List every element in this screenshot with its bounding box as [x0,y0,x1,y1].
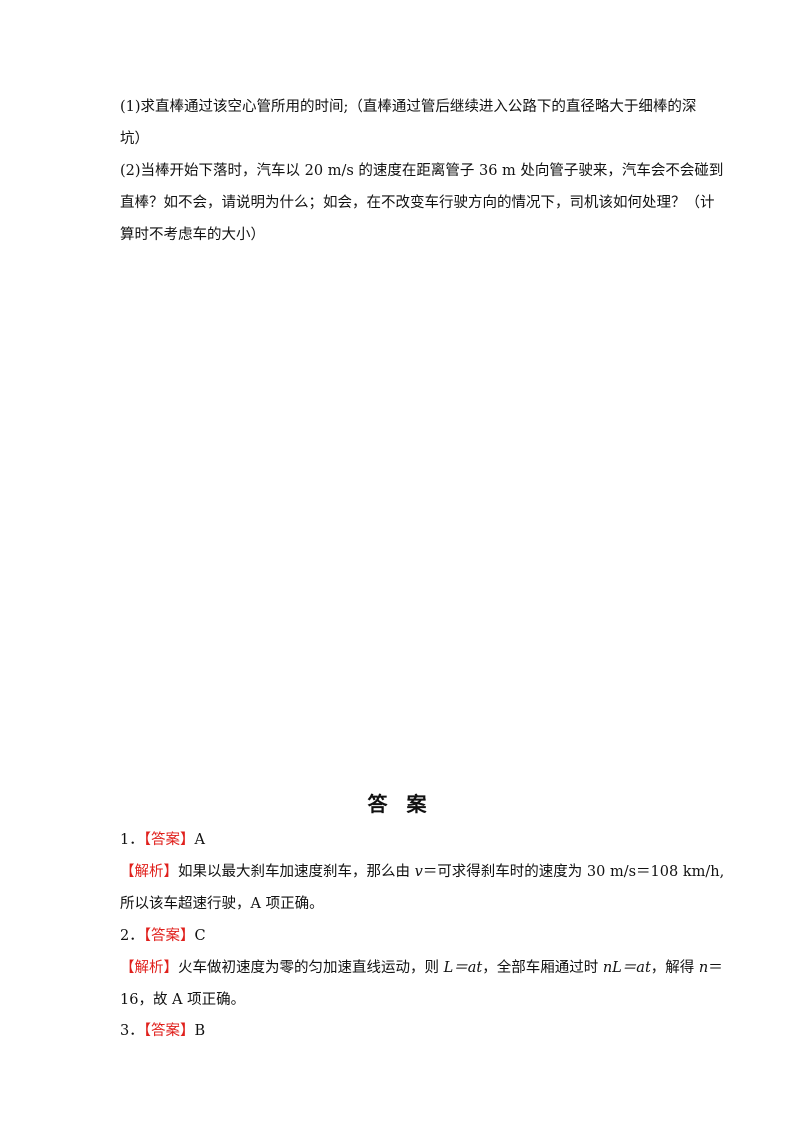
question-line: 坑） [120,131,149,147]
analysis-tag: 【解析】 [120,864,178,880]
analysis-text: ，解得 [650,960,699,976]
math-var: v [414,864,423,880]
answer-number: 1． [120,832,144,848]
analysis-1: 【解析】如果以最大刹车加速度刹车，那么由 v＝可求得刹车时的速度为 30 m/s… [120,862,724,882]
answer-tag: 【答案】 [143,928,195,944]
math-eq: nL＝at [602,960,651,976]
math-var: n [698,960,709,976]
answer-value: B [194,1023,206,1039]
analysis-tag: 【解析】 [120,960,178,976]
answer-tag: 【答案】 [143,832,195,848]
analysis-1-cont: 所以该车超速行驶，A 项正确。 [120,896,324,912]
analysis-text: 火车做初速度为零的匀加速直线运动，则 [178,960,444,976]
question-line: 直棒？如不会，请说明为什么；如会，在不改变车行驶方向的情况下，司机该如何处理？（… [120,195,715,211]
answer-tag: 【答案】 [143,1023,195,1039]
analysis-2-cont: 16，故 A 项正确。 [120,992,246,1008]
question-line: (1)求直棒通过该空心管所用的时间;（直棒通过管后继续进入公路下的直径略大于细棒… [120,99,697,115]
math-eq: L＝at [443,960,483,976]
answer-number: 2． [120,928,144,944]
answers-title: 答 案 [367,792,433,816]
analysis-2: 【解析】火车做初速度为零的匀加速直线运动，则 L＝at，全部车厢通过时 nL＝a… [120,958,723,978]
analysis-text: ＝可求得刹车时的速度为 30 m/s＝108 km/h, [422,864,725,880]
answer-2: 2．【答案】C [120,926,206,946]
analysis-text: ＝ [708,960,723,976]
answer-value: C [194,928,206,944]
answer-value: A [194,832,205,848]
answer-3: 3．【答案】B [120,1021,205,1041]
question-line: (2)当棒开始下落时，汽车以 20 m/s 的速度在距离管子 36 m 处向管子… [120,163,724,179]
answer-1: 1．【答案】A [120,830,205,850]
analysis-text: 如果以最大刹车加速度刹车，那么由 [178,864,415,880]
question-line: 算时不考虑车的大小） [120,227,265,243]
analysis-text: ，全部车厢通过时 [482,960,603,976]
answer-number: 3． [120,1023,144,1039]
